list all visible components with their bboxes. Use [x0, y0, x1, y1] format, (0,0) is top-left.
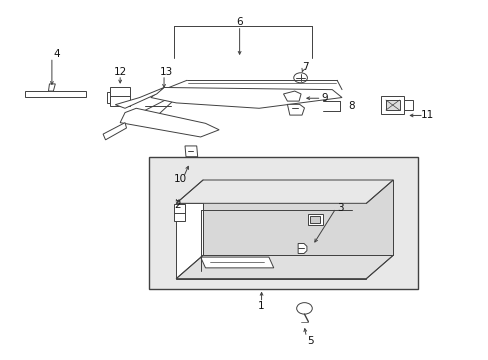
Polygon shape	[287, 104, 304, 115]
Polygon shape	[203, 180, 392, 255]
Polygon shape	[184, 146, 197, 157]
Polygon shape	[152, 118, 161, 123]
Circle shape	[296, 303, 312, 314]
Text: 10: 10	[173, 174, 186, 184]
Text: 9: 9	[321, 93, 327, 103]
Polygon shape	[176, 203, 366, 279]
Polygon shape	[176, 180, 392, 203]
Text: 11: 11	[420, 111, 433, 121]
Text: 12: 12	[113, 67, 126, 77]
Polygon shape	[385, 100, 399, 110]
Bar	[149, 157, 417, 289]
Text: 3: 3	[336, 203, 343, 213]
Text: 5: 5	[306, 336, 313, 346]
Text: 7: 7	[302, 62, 308, 72]
Text: 2: 2	[174, 200, 181, 210]
Polygon shape	[404, 100, 412, 110]
Text: 1: 1	[258, 301, 264, 311]
Polygon shape	[151, 87, 341, 108]
Polygon shape	[142, 96, 178, 118]
Polygon shape	[106, 92, 110, 103]
Polygon shape	[115, 87, 163, 108]
Polygon shape	[380, 96, 404, 114]
Polygon shape	[283, 91, 301, 101]
Text: 8: 8	[348, 101, 354, 111]
Polygon shape	[203, 180, 392, 255]
Polygon shape	[120, 108, 219, 137]
Circle shape	[293, 73, 307, 83]
Polygon shape	[200, 257, 273, 268]
Polygon shape	[110, 87, 130, 107]
Polygon shape	[307, 214, 322, 225]
Polygon shape	[25, 91, 86, 97]
Text: 6: 6	[236, 17, 243, 27]
Polygon shape	[176, 255, 392, 279]
Polygon shape	[298, 243, 306, 253]
Polygon shape	[48, 84, 55, 91]
Polygon shape	[103, 123, 126, 140]
Text: 13: 13	[160, 67, 173, 77]
Polygon shape	[173, 204, 184, 221]
Text: 4: 4	[53, 49, 60, 59]
Polygon shape	[310, 216, 320, 223]
